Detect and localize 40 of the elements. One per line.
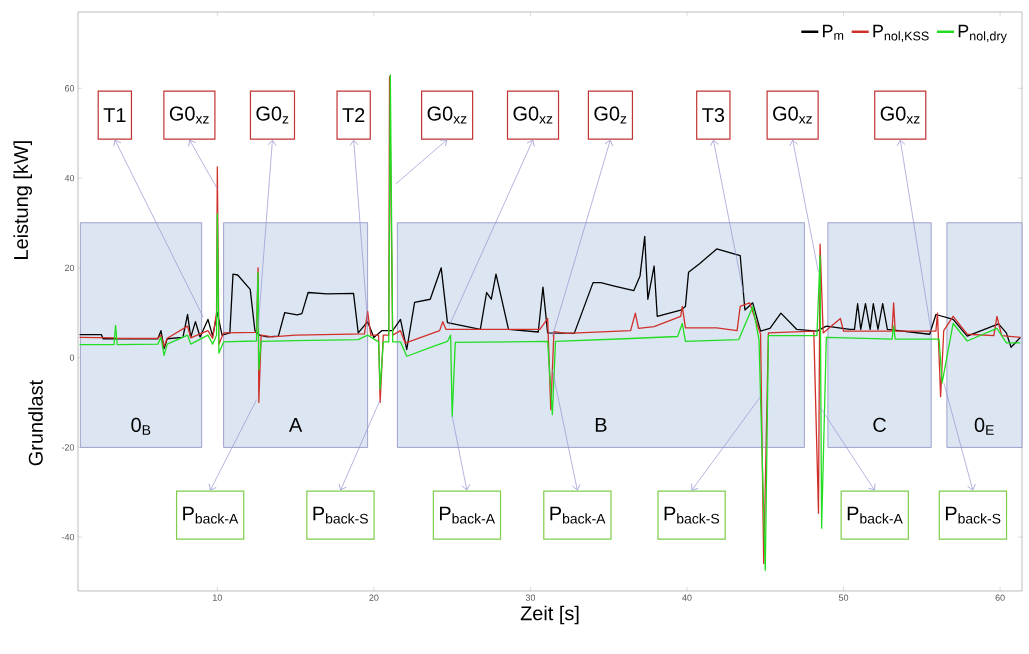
band-label: B [595,418,607,432]
y-tick-label: -40 [61,533,75,541]
x-axis-title: Zeit [s] [520,605,579,625]
annotation: T2 [342,108,365,122]
x-tick-label: 40 [682,594,692,601]
annotation: T3 [702,108,725,123]
x-tick-label: 60 [995,594,1005,601]
legend-label: P$_{nol,KSS}$ [873,24,929,42]
annotation: G0$_{xz}$ [880,106,920,124]
band-label: C [873,417,886,432]
x-tick-label: 20 [369,594,379,601]
y-axis-title: Leistung [kW] [13,141,33,259]
annotation: T1 [103,108,126,122]
annotation: G0$_{xz}$ [169,106,209,124]
y-tick-label: 40 [64,174,75,182]
annotation: P$_{back-S}$ [664,506,720,524]
legend-label: P$_{nol,dry}$ [958,24,1007,43]
annotation: G0$_{xz}$ [513,106,553,124]
band-label: A [289,418,303,432]
legend-label: P$_{m}$ [823,24,844,40]
y-tick-label: 20 [64,264,75,271]
y-tick-label: 60 [64,85,75,92]
x-tick-label: 50 [838,594,849,601]
annotation: G0$_{z}$ [256,106,289,124]
band-label: 0$_{B}$ [131,417,151,435]
annotation: P$_{back-A}$ [439,506,496,524]
annotation: G0$_{z}$ [594,106,627,124]
annotation: P$_{back-A}$ [847,506,903,524]
text: Grundlast [28,380,43,466]
x-tick-label: 10 [213,594,222,601]
annotation: P$_{back-S}$ [313,506,368,524]
annotation: P$_{back-A}$ [550,506,606,524]
annotation: G0$_{xz}$ [773,106,812,124]
annotation: P$_{back-A}$ [183,506,239,524]
annotation: G0$_{xz}$ [427,106,467,124]
y-tick-label: -20 [61,444,75,451]
band-label: 0$_{E}$ [974,417,994,435]
y-tick-label: 0 [69,354,75,361]
x-tick-label: 30 [525,594,536,601]
annotation: P$_{back-S}$ [945,506,1001,524]
